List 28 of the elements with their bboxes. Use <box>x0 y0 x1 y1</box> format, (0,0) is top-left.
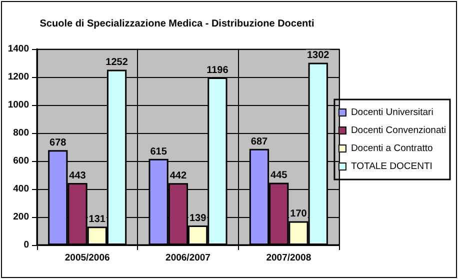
data-label: 131 <box>88 214 106 226</box>
data-label: 687 <box>250 136 268 148</box>
data-label: 139 <box>189 213 207 224</box>
y-tick-label: 800 <box>13 128 29 138</box>
data-label: 678 <box>50 138 67 149</box>
data-label: 442 <box>170 170 187 182</box>
y-tick-label: 1200 <box>8 72 29 82</box>
data-label: 1302 <box>306 50 330 62</box>
data-label: 1196 <box>206 65 229 76</box>
y-tick-label: 600 <box>13 156 29 166</box>
chart-title: Scuole di Specializzazione Medica - Distribuzione Docenti <box>40 18 314 30</box>
x-tick-label: 2007/2008 <box>266 252 312 264</box>
data-label: 615 <box>150 146 168 158</box>
legend-label: Docenti Convenzionati <box>350 125 446 136</box>
x-tick-label: 2006/2007 <box>166 252 210 264</box>
y-tick-label: 1400 <box>8 44 29 54</box>
data-label: 443 <box>69 170 86 182</box>
legend-label: Docenti Universitari <box>350 107 434 118</box>
y-tick-label: 0 <box>24 240 29 250</box>
legend-label: TOTALE DOCENTI <box>350 161 432 172</box>
data-label: 445 <box>270 170 288 182</box>
data-label: 1252 <box>106 57 128 68</box>
y-tick-label: 200 <box>13 212 29 222</box>
x-tick-label: 2005/2006 <box>64 252 110 264</box>
y-tick-label: 1000 <box>8 100 29 110</box>
y-tick-label: 400 <box>13 184 29 194</box>
legend-label: Docenti a Contratto <box>350 143 433 154</box>
data-label: 170 <box>290 208 308 220</box>
